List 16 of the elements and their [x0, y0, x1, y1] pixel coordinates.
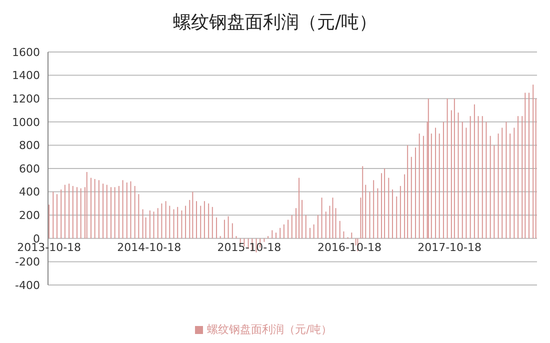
y-tick-label: 1400: [12, 69, 40, 82]
y-tick-label: -200: [15, 256, 40, 269]
x-tick-label: 2014-10-18: [117, 241, 182, 254]
x-tick-label: 2015-10-18: [217, 241, 282, 254]
y-tick-label: -400: [15, 278, 40, 292]
x-tick-label: 2016-10-18: [318, 241, 382, 254]
y-tick-label: 200: [19, 209, 40, 222]
y-tick-label: 1600: [12, 46, 40, 59]
y-tick-label: 400: [19, 186, 40, 199]
y-tick-label: 1200: [12, 92, 40, 106]
chart-title: 螺纹钢盘面利润（元/吨）: [172, 11, 378, 34]
x-tick-label: 2017-10-18: [418, 241, 482, 254]
y-tick-label: 800: [19, 139, 40, 152]
y-tick-label: 1000: [12, 116, 40, 129]
y-tick-label: 600: [19, 162, 40, 176]
legend-label: 螺纹钢盘面利润（元/吨）: [207, 323, 332, 336]
